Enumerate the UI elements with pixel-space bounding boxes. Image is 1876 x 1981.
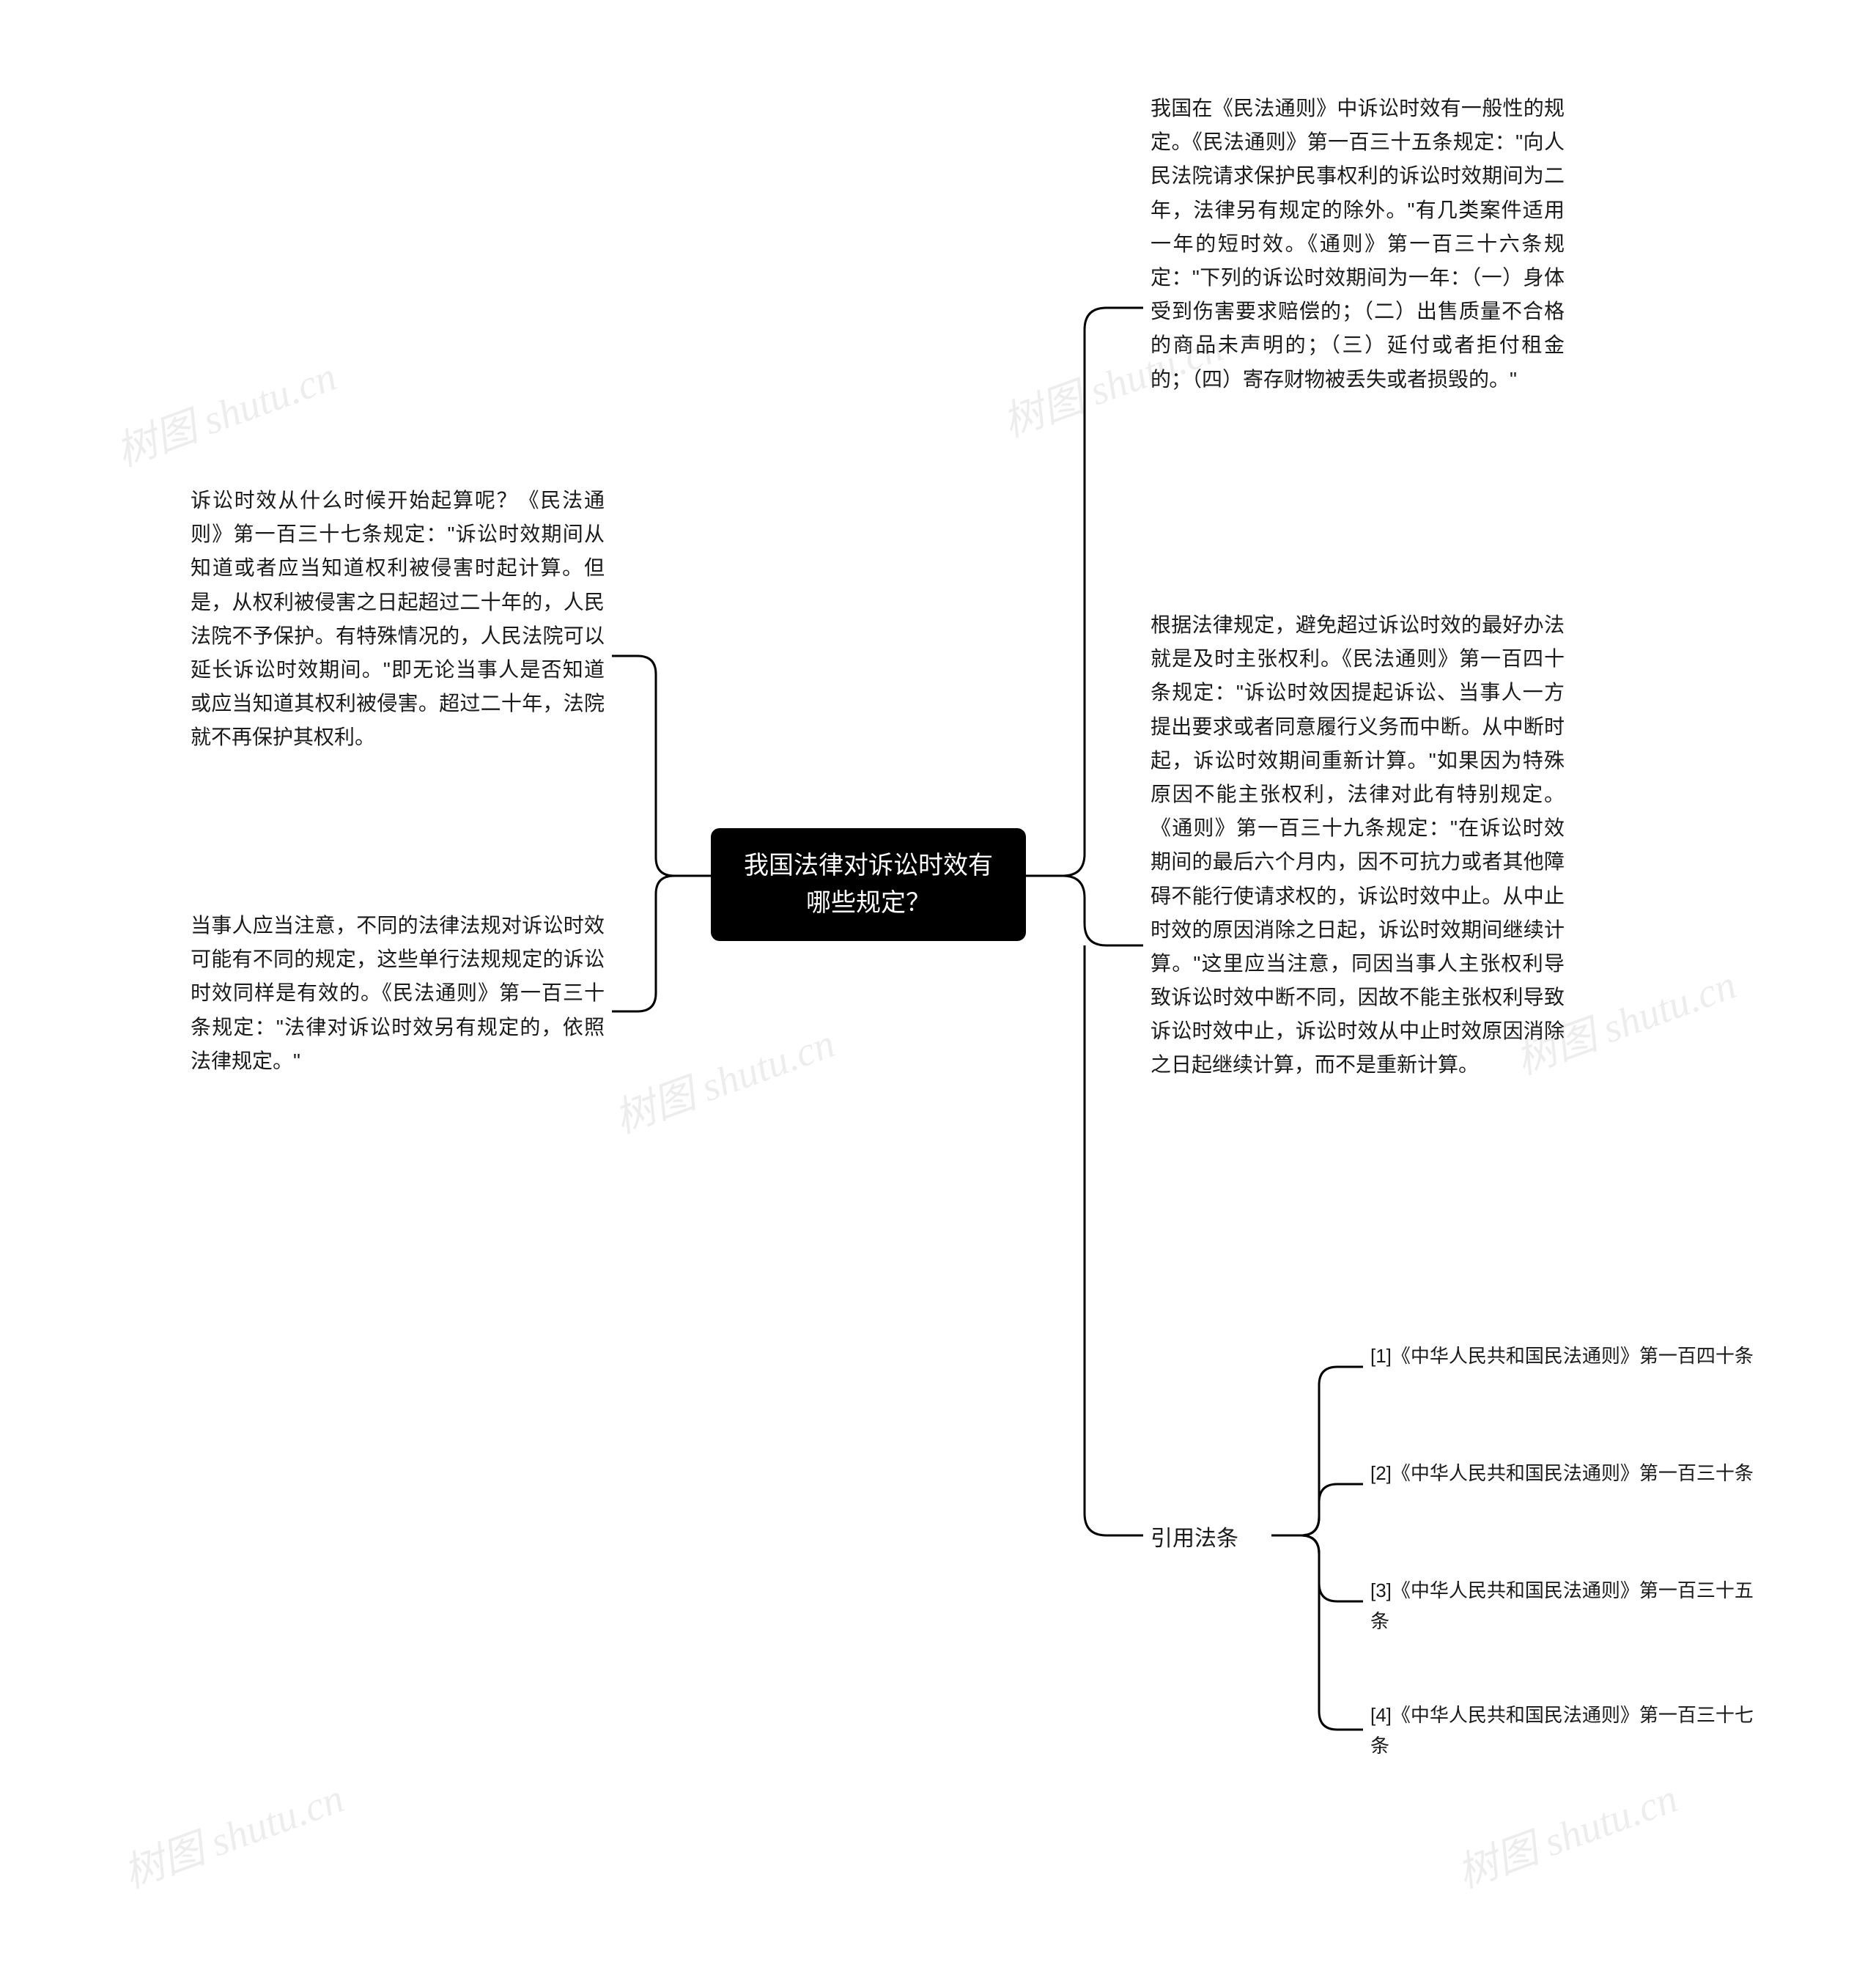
node-text: 当事人应当注意，不同的法律法规对诉讼时效可能有不同的规定，这些单行法规规定的诉讼… <box>191 914 605 1072</box>
root-title: 我国法律对诉讼时效有哪些规定？ <box>744 852 993 917</box>
watermark: 树图 shutu.cn <box>114 1766 351 1900</box>
reference-item: [1]《中华人民共和国民法通则》第一百四十条 <box>1370 1341 1766 1372</box>
node-right-2: 根据法律规定，避免超过诉讼时效的最好办法就是及时主张权利。《民法通则》第一百四十… <box>1151 608 1565 1082</box>
node-text: 我国在《民法通则》中诉讼时效有一般性的规定。《民法通则》第一百三十五条规定："向… <box>1151 97 1565 391</box>
node-right-3-label: 引用法条 <box>1151 1521 1268 1557</box>
branch-label-text: 引用法条 <box>1151 1527 1238 1551</box>
node-right-1: 我国在《民法通则》中诉讼时效有一般性的规定。《民法通则》第一百三十五条规定："向… <box>1151 92 1565 396</box>
reference-item: [4]《中华人民共和国民法通则》第一百三十七条 <box>1370 1700 1766 1761</box>
reference-item: [3]《中华人民共和国民法通则》第一百三十五条 <box>1370 1576 1766 1637</box>
watermark: 树图 shutu.cn <box>1448 1766 1685 1900</box>
reference-text: [1]《中华人民共和国民法通则》第一百四十条 <box>1370 1345 1754 1367</box>
reference-item: [2]《中华人民共和国民法通则》第一百三十条 <box>1370 1458 1766 1489</box>
reference-text: [4]《中华人民共和国民法通则》第一百三十七条 <box>1370 1704 1754 1757</box>
watermark: 树图 shutu.cn <box>107 344 344 479</box>
node-text: 根据法律规定，避免超过诉讼时效的最好办法就是及时主张权利。《民法通则》第一百四十… <box>1151 613 1565 1076</box>
reference-text: [2]《中华人民共和国民法通则》第一百三十条 <box>1370 1462 1754 1484</box>
watermark: 树图 shutu.cn <box>605 1011 842 1146</box>
mindmap-root: 我国法律对诉讼时效有哪些规定？ <box>711 828 1026 941</box>
node-left-1: 诉讼时效从什么时候开始起算呢？《民法通则》第一百三十七条规定："诉讼时效期间从知… <box>191 484 605 755</box>
node-text: 诉讼时效从什么时候开始起算呢？《民法通则》第一百三十七条规定："诉讼时效期间从知… <box>191 489 605 748</box>
node-left-2: 当事人应当注意，不同的法律法规对诉讼时效可能有不同的规定，这些单行法规规定的诉讼… <box>191 909 605 1078</box>
reference-text: [3]《中华人民共和国民法通则》第一百三十五条 <box>1370 1579 1754 1632</box>
